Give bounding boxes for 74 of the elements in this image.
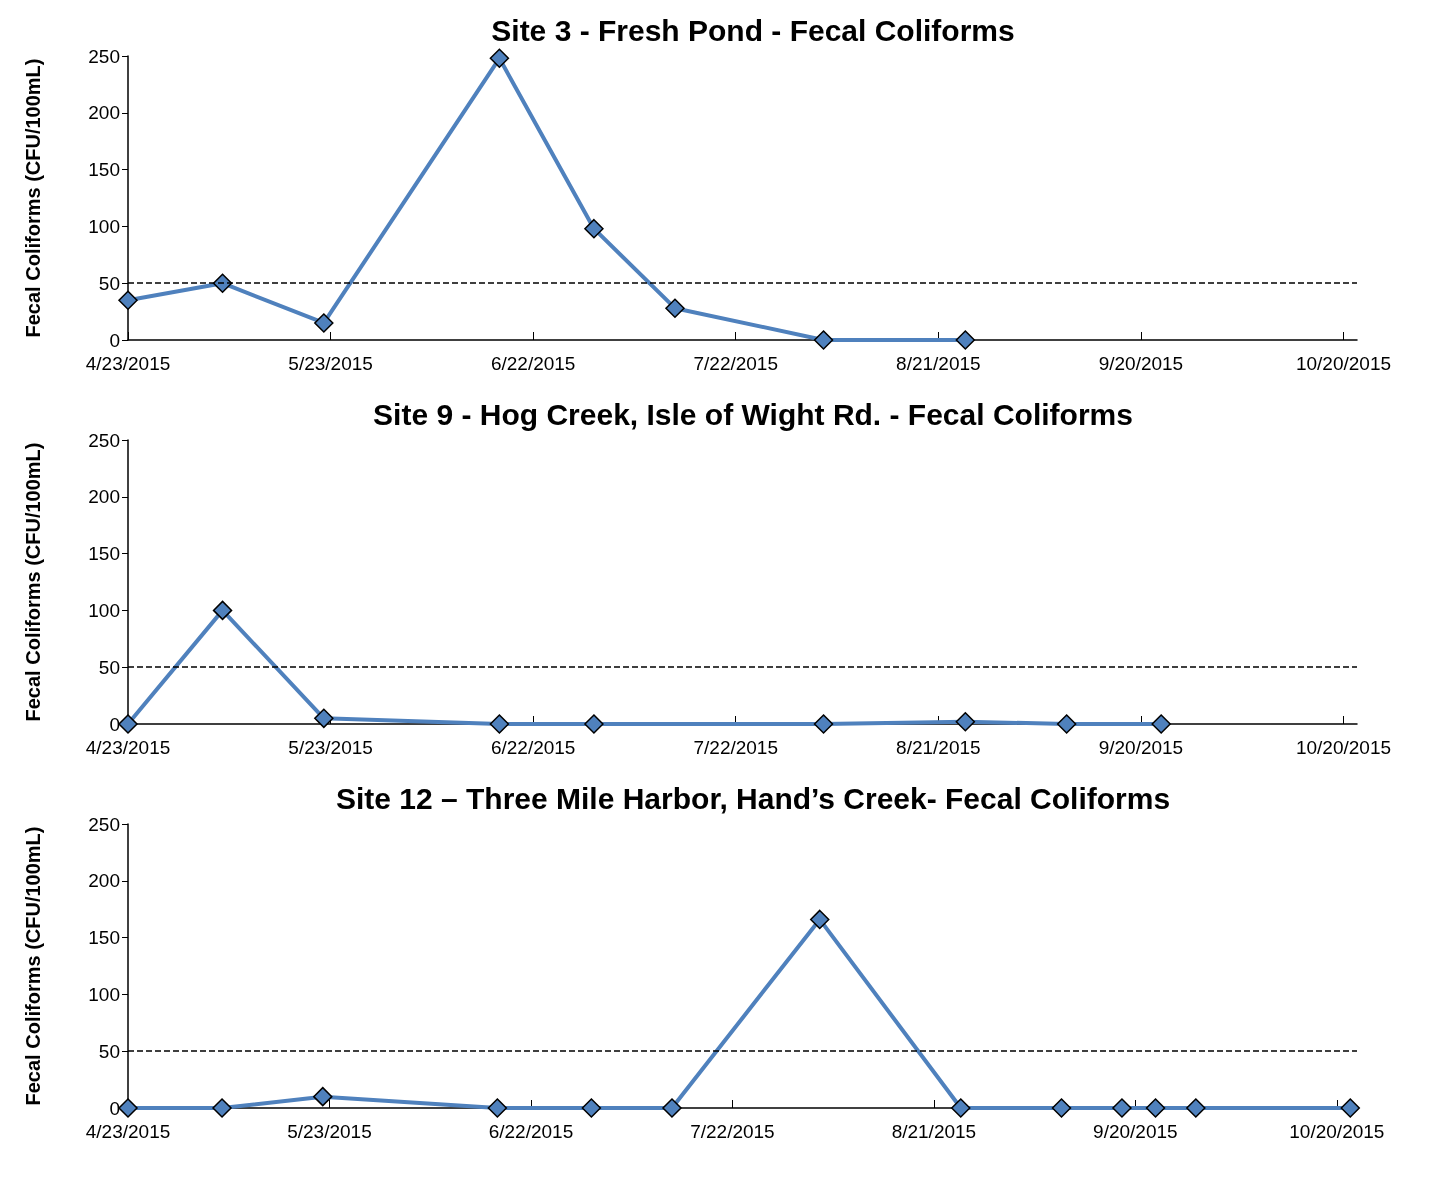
y-axis-title: Fecal Coliforms (CFU/100mL) [22, 58, 44, 338]
point [1151, 714, 1171, 734]
point [1340, 1098, 1361, 1118]
x-tick-label: 4/23/2015 [85, 1121, 171, 1142]
chart-title: Site 12 – Three Mile Harbor, Hand’s Creek- Fecal Coliforms [335, 781, 1171, 815]
point [813, 330, 834, 350]
point [487, 1098, 508, 1118]
x-tick-label: 8/21/2015 [896, 353, 981, 374]
x-tick-label: 4/23/2015 [85, 737, 171, 758]
point [1112, 1098, 1132, 1118]
x-tick-label: 10/20/2015 [1295, 353, 1392, 374]
point [1186, 1098, 1206, 1118]
y-tick-label: 50 [98, 656, 120, 678]
y-axis-title: Fecal Coliforms (CFU/100mL) [22, 826, 44, 1106]
y-tick-label: 0 [109, 329, 120, 351]
y-tick-label: 200 [88, 870, 120, 892]
y-tick-label: 150 [88, 159, 120, 181]
y-tick-label: 200 [88, 486, 120, 508]
x-tick-label: 7/22/2015 [690, 1121, 775, 1142]
x-tick-label: 6/22/2015 [490, 737, 576, 758]
point [313, 1086, 333, 1107]
point [489, 714, 510, 734]
x-tick-label: 9/20/2015 [1098, 353, 1184, 374]
point [212, 600, 233, 621]
x-tick-label: 7/22/2015 [693, 737, 779, 758]
point [314, 313, 334, 333]
point [118, 714, 138, 734]
point [118, 290, 138, 310]
x-tick-label: 9/20/2015 [1098, 737, 1184, 758]
y-axis-title: Fecal Coliforms (CFU/100mL) [22, 442, 44, 722]
y-tick-label: 200 [88, 102, 120, 124]
x-tick-label: 8/21/2015 [896, 737, 981, 758]
point [212, 1098, 232, 1118]
point [1056, 714, 1077, 734]
y-tick-label: 100 [88, 215, 120, 237]
y-tick-label: 0 [109, 713, 120, 735]
point [955, 711, 976, 732]
y-tick-label: 150 [88, 927, 120, 949]
y-tick-label: 50 [98, 1040, 120, 1062]
y-tick-label: 100 [88, 599, 120, 621]
point [813, 714, 834, 734]
x-tick-label: 10/20/2015 [1295, 737, 1392, 758]
chart-title: Site 9 - Hog Creek, Isle of Wight Rd. - Fecal Coliforms [373, 397, 1133, 431]
point [1145, 1098, 1166, 1118]
point [955, 330, 976, 350]
x-tick-label: 5/23/2015 [288, 737, 373, 758]
y-tick-label: 50 [98, 272, 120, 294]
y-tick-label: 100 [88, 983, 120, 1005]
x-tick-label: 9/20/2015 [1093, 1121, 1178, 1142]
point [118, 1098, 138, 1118]
y-tick-label: 250 [88, 429, 120, 451]
x-tick-label: 6/22/2015 [488, 1121, 574, 1142]
point [662, 1098, 682, 1118]
chart-title: Site 3 - Fresh Pond - Fecal Coliforms [491, 13, 1015, 47]
x-tick-label: 6/22/2015 [490, 353, 576, 374]
point [951, 1098, 971, 1118]
x-tick-label: 7/22/2015 [693, 353, 779, 374]
x-tick-label: 8/21/2015 [891, 1121, 977, 1142]
y-tick-label: 150 [88, 543, 120, 565]
point [584, 714, 604, 734]
y-tick-label: 0 [109, 1097, 120, 1119]
point [489, 48, 510, 69]
point [581, 1098, 602, 1118]
point [584, 218, 604, 239]
y-tick-label: 250 [88, 813, 120, 835]
x-tick-label: 5/23/2015 [288, 353, 373, 374]
x-tick-label: 5/23/2015 [287, 1121, 372, 1142]
point [314, 708, 334, 729]
point [1051, 1098, 1072, 1118]
y-tick-label: 250 [88, 45, 120, 67]
x-tick-label: 10/20/2015 [1289, 1121, 1385, 1142]
point [809, 909, 830, 930]
point [665, 298, 685, 318]
x-tick-label: 4/23/2015 [85, 353, 171, 374]
